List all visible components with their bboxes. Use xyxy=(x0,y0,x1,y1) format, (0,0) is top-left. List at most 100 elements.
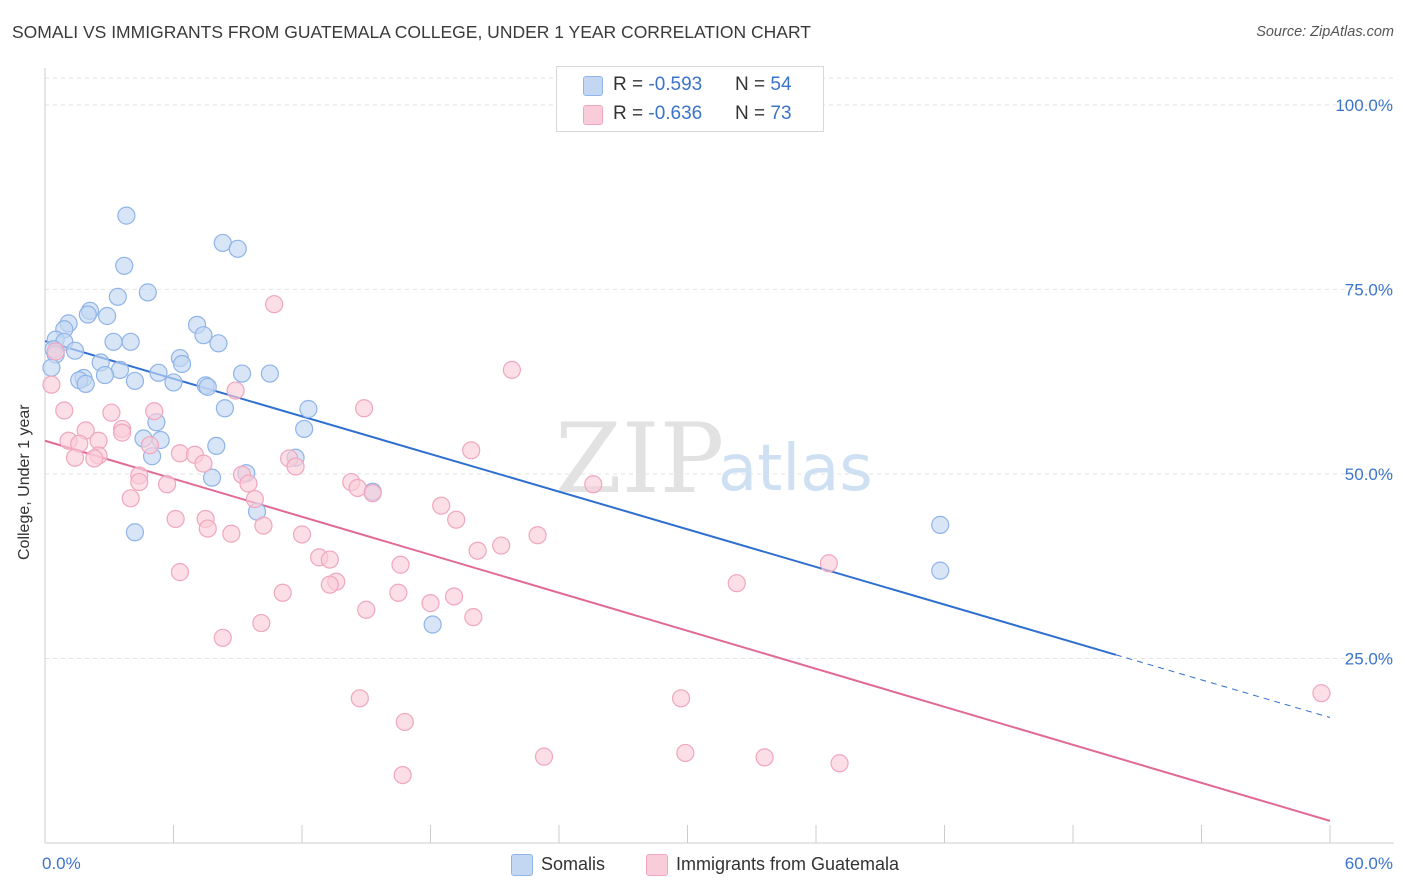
point-s1-8 xyxy=(355,399,374,418)
legend-swatch-guatemala xyxy=(583,105,603,125)
data-points xyxy=(42,206,1331,785)
legend-r-somalis: R = -0.593 xyxy=(613,74,703,95)
point-s0-15 xyxy=(104,332,123,351)
point-s0-5 xyxy=(138,283,157,302)
point-s1-7 xyxy=(102,403,121,422)
point-s1-59 xyxy=(357,600,376,619)
point-s1-37 xyxy=(166,509,185,529)
point-s1-31 xyxy=(584,475,603,494)
series-legend: Somalis Immigrants from Guatemala xyxy=(0,852,1406,878)
point-s1-51 xyxy=(170,563,190,582)
y-tick-label-3: 100.0% xyxy=(1335,96,1393,115)
point-s0-17 xyxy=(209,334,228,353)
point-s0-37 xyxy=(215,399,234,418)
watermark: ZIP atlas xyxy=(555,403,873,515)
point-s0-26 xyxy=(149,363,168,382)
point-s1-56 xyxy=(389,583,408,602)
point-s1-6 xyxy=(145,402,164,421)
x-tick-labels: 0.0% 60.0% xyxy=(42,854,1393,873)
point-s1-5 xyxy=(55,401,74,420)
point-s0-2 xyxy=(228,239,247,258)
point-s0-4 xyxy=(108,287,127,306)
point-s1-53 xyxy=(320,575,339,594)
point-s1-39 xyxy=(447,510,466,529)
point-s1-15 xyxy=(140,436,160,455)
point-s1-41 xyxy=(254,516,273,535)
point-s1-43 xyxy=(292,525,312,544)
legend-swatch-guatemala-bottom xyxy=(646,854,668,876)
point-s0-50 xyxy=(125,523,145,542)
point-s1-17 xyxy=(170,444,190,463)
chart-title: SOMALI VS IMMIGRANTS FROM GUATEMALA COLL… xyxy=(12,22,811,42)
point-s1-42 xyxy=(222,524,241,543)
point-s1-68 xyxy=(676,743,695,763)
y-axis-label: College, Under 1 year xyxy=(16,404,33,560)
y-tick-label-0: 25.0% xyxy=(1345,649,1393,668)
point-s1-40 xyxy=(198,519,217,538)
legend-label-guatemala: Immigrants from Guatemala xyxy=(676,854,900,874)
trend-line-0 xyxy=(44,340,1117,656)
point-s0-0 xyxy=(117,206,136,225)
point-s1-48 xyxy=(320,550,339,569)
point-s1-0 xyxy=(265,295,284,314)
point-s1-45 xyxy=(468,541,487,560)
legend-n-somalis: N = 54 xyxy=(735,74,792,95)
point-s0-27 xyxy=(232,364,252,383)
point-s1-33 xyxy=(363,484,382,503)
point-s1-27 xyxy=(130,472,149,492)
legend-swatch-somalis xyxy=(583,76,603,96)
point-s1-3 xyxy=(42,375,61,394)
watermark-atlas: atlas xyxy=(718,432,873,506)
watermark-zip: ZIP xyxy=(555,403,724,515)
point-s1-20 xyxy=(65,448,85,467)
point-s0-32 xyxy=(125,371,145,391)
point-s0-12 xyxy=(194,326,213,345)
point-s0-8 xyxy=(98,306,117,326)
point-s1-23 xyxy=(194,454,213,473)
point-s1-30 xyxy=(157,475,177,494)
point-s1-49 xyxy=(391,555,410,574)
point-s0-3 xyxy=(115,256,134,275)
point-s1-44 xyxy=(528,526,547,545)
point-s1-62 xyxy=(213,628,232,647)
point-s1-2 xyxy=(502,360,521,379)
trend-line-dashed-0 xyxy=(1115,654,1331,719)
axes xyxy=(44,68,1394,844)
point-s0-25 xyxy=(42,358,61,377)
point-s0-36 xyxy=(198,377,217,396)
point-s0-28 xyxy=(260,364,279,383)
point-s0-51 xyxy=(423,615,442,634)
legend-swatch-somalis-bottom xyxy=(511,854,533,876)
y-tick-label-2: 75.0% xyxy=(1345,280,1393,299)
point-s1-21 xyxy=(85,449,104,468)
point-s1-46 xyxy=(492,536,511,555)
point-s1-71 xyxy=(393,765,412,785)
point-s1-57 xyxy=(444,587,464,606)
point-s1-61 xyxy=(252,613,271,633)
point-s1-55 xyxy=(273,583,292,602)
point-s1-63 xyxy=(350,689,369,708)
y-tick-labels: 25.0% 50.0% 75.0% 100.0% xyxy=(1335,96,1393,669)
point-s1-60 xyxy=(464,608,483,627)
point-s0-53 xyxy=(931,515,950,534)
point-s1-35 xyxy=(245,489,264,509)
y-tick-label-1: 50.0% xyxy=(1345,465,1393,484)
point-s0-52 xyxy=(931,561,950,580)
point-s1-16 xyxy=(462,441,481,460)
point-s0-40 xyxy=(295,419,314,439)
point-s1-1 xyxy=(46,342,65,361)
point-s0-34 xyxy=(76,374,95,394)
point-s0-19 xyxy=(65,341,85,360)
point-s0-38 xyxy=(299,399,318,419)
legend-r-guatemala: R = -0.636 xyxy=(613,103,703,124)
point-s0-33 xyxy=(164,373,183,392)
point-s1-11 xyxy=(112,423,132,442)
point-s1-36 xyxy=(432,496,451,515)
point-s1-69 xyxy=(755,748,774,767)
point-s1-24 xyxy=(286,457,305,476)
point-s1-65 xyxy=(395,712,414,732)
x-tick-label-1: 60.0% xyxy=(1345,854,1393,873)
point-s1-67 xyxy=(534,747,554,766)
point-s1-70 xyxy=(830,754,849,773)
point-s1-54 xyxy=(727,574,746,593)
